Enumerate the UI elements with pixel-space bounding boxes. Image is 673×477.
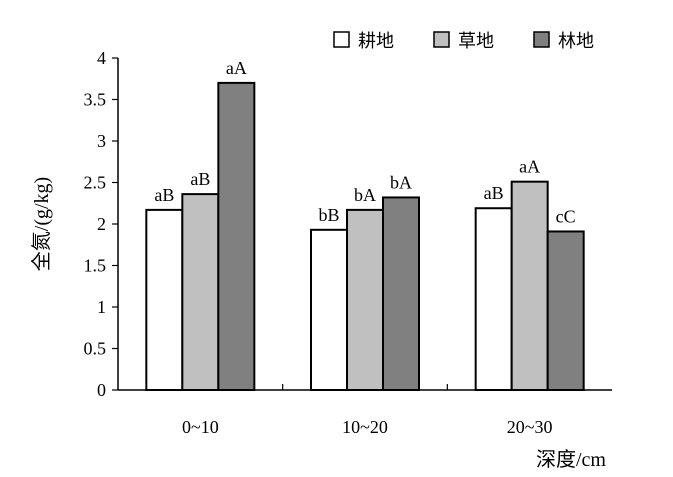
- bar: [474, 207, 513, 391]
- legend-label: 耕地: [358, 31, 394, 52]
- x-tick-labels: 0~10 10~20 20~30: [182, 417, 553, 437]
- y-tick-label: 1.5: [84, 256, 107, 276]
- bar-significance-label: aA: [519, 157, 540, 177]
- legend-label: 林地: [558, 31, 594, 52]
- y-tick-label: 2: [97, 214, 106, 234]
- y-axis-label: 全氮/(g/kg): [30, 177, 53, 271]
- bar-significance-label: bA: [390, 172, 412, 192]
- legend-swatch: [433, 31, 450, 48]
- bar-labels: aB aB aA bB bA bA aB aA cC: [154, 58, 575, 227]
- y-tick-label: 0: [97, 380, 106, 400]
- y-tick-label: 3: [97, 131, 106, 151]
- bar: [382, 196, 420, 391]
- y-tick-label: 4: [97, 48, 106, 68]
- legend-swatch: [533, 31, 550, 48]
- legend: 耕地 草地 林地: [333, 31, 594, 52]
- bar-significance-label: cC: [556, 206, 576, 226]
- bar: [310, 228, 348, 391]
- bar: [346, 208, 384, 391]
- bar-significance-label: bB: [318, 205, 339, 225]
- bar: [510, 180, 549, 391]
- y-tick-label: 0.5: [84, 339, 107, 359]
- x-tick-label: 10~20: [342, 417, 388, 437]
- y-tick-label: 3.5: [84, 90, 107, 110]
- x-axis-label: 深度/cm: [536, 448, 606, 471]
- legend-label: 草地: [458, 31, 494, 52]
- bar: [181, 193, 220, 391]
- bars: [145, 81, 585, 392]
- bar: [217, 81, 256, 392]
- bar-significance-label: bA: [354, 185, 376, 205]
- bar: [546, 230, 585, 391]
- bar-significance-label: aB: [154, 185, 174, 205]
- y-tick-label: 1: [97, 297, 106, 317]
- x-tick-label: 20~30: [507, 417, 553, 437]
- bar-significance-label: aA: [226, 58, 247, 78]
- x-tick-label: 0~10: [182, 417, 219, 437]
- bar-significance-label: aB: [484, 183, 504, 203]
- y-tick-labels: 0 0.5 1 1.5 2 2.5 3 3.5 4: [84, 48, 107, 400]
- bar: [145, 208, 184, 391]
- y-tick-label: 2.5: [84, 173, 107, 193]
- legend-swatch: [333, 31, 350, 48]
- bar-significance-label: aB: [190, 169, 210, 189]
